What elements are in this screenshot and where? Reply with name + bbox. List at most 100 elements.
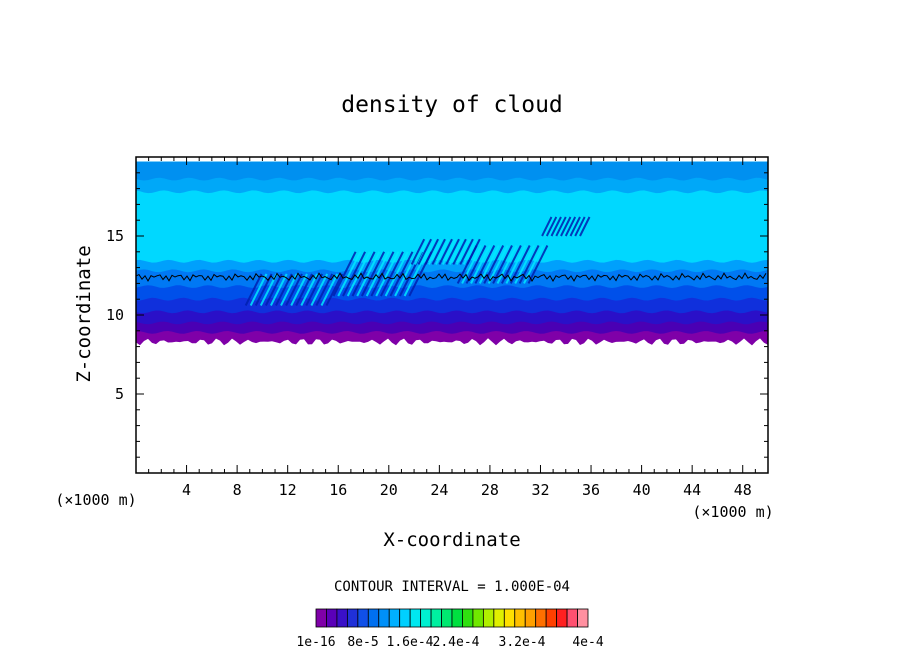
wave-stripe xyxy=(270,273,288,306)
colorbar-swatch xyxy=(326,608,338,628)
colorbar-tick-label: 4e-4 xyxy=(572,635,603,650)
contour-interval: CONTOUR INTERVAL = 1.000E-04 xyxy=(334,579,570,595)
wave-stripe xyxy=(365,251,390,297)
colorbar-swatch xyxy=(451,608,463,628)
colorbar xyxy=(315,608,589,628)
wave-stripe xyxy=(501,245,522,284)
x-tick-label: 8 xyxy=(233,481,242,499)
wave-stripe xyxy=(445,238,460,265)
wave-stripe xyxy=(346,251,371,297)
colorbar-swatch xyxy=(388,608,401,628)
colorbar-swatch xyxy=(409,608,422,628)
wave-stripe xyxy=(305,273,323,306)
colorbar-tick-label: 1.6e-4 xyxy=(387,635,434,650)
colorbar-swatch xyxy=(336,608,348,628)
wave-stripe xyxy=(428,238,443,265)
wave-stripe xyxy=(325,273,344,306)
colorbar-swatch xyxy=(367,608,380,628)
colorbar-swatch xyxy=(399,608,411,628)
colorbar-swatch xyxy=(514,608,526,628)
wave-stripe xyxy=(560,216,572,237)
wave-stripe xyxy=(462,238,478,265)
wave-stripe xyxy=(548,216,560,237)
x-tick-label: 12 xyxy=(279,481,297,499)
wave-stripe xyxy=(332,251,357,297)
wave-stripe xyxy=(543,216,555,237)
wave-stripe xyxy=(300,273,318,306)
wave-stripe xyxy=(431,238,446,265)
contour-line xyxy=(135,272,767,283)
wave-stripe xyxy=(410,238,426,265)
wave-stripe xyxy=(487,245,509,284)
wave-stripe xyxy=(466,238,481,265)
wave-stripe xyxy=(483,245,505,284)
wave-stripe xyxy=(356,251,381,297)
wave-stripe xyxy=(541,216,553,237)
wave-stripe xyxy=(459,238,474,265)
wave-stripe xyxy=(518,245,540,284)
y-axis: 5 10 15 xyxy=(106,172,768,458)
wave-stripe xyxy=(265,273,283,306)
wave-stripe xyxy=(452,238,467,265)
colorbar-swatch xyxy=(482,608,495,628)
wave-stripe xyxy=(310,273,329,306)
wave-stripe xyxy=(579,216,591,237)
colorbar-swatch xyxy=(545,608,558,628)
x-tick-label: 36 xyxy=(582,481,600,499)
wave-stripe xyxy=(492,245,513,284)
colorbar-swatch xyxy=(524,608,537,628)
wave-stripe xyxy=(361,251,385,297)
y-tick-label: 5 xyxy=(115,385,124,403)
wave-stripe xyxy=(244,273,263,306)
x-axis-label: X-coordinate xyxy=(383,529,520,551)
x-axis: 4 8 12 16 20 24 28 32 36 40 44 48 xyxy=(148,157,756,499)
x-tick-label: 48 xyxy=(734,481,752,499)
colorbar-tick-labels: 1e-16 8e-5 1.6e-4 2.4e-4 3.2e-4 4e-4 xyxy=(296,635,603,650)
wave-stripe xyxy=(414,238,429,265)
colorbar-tick-label: 1e-16 xyxy=(296,635,335,650)
wave-stripe xyxy=(470,245,491,284)
colorbar-swatch xyxy=(346,608,359,628)
colorbar-tick-label: 8e-5 xyxy=(347,635,378,650)
wave-stripe xyxy=(555,216,567,237)
colorbar-swatch xyxy=(566,608,578,628)
wave-stripe xyxy=(562,216,574,237)
wave-stripe xyxy=(438,238,453,265)
wave-stripe xyxy=(249,273,268,306)
x-tick-label: 32 xyxy=(531,481,549,499)
wave-stripe xyxy=(474,245,496,284)
wave-stripe xyxy=(569,216,581,237)
wave-stripe xyxy=(564,216,577,237)
colorbar-swatch xyxy=(357,608,369,628)
cloud-field xyxy=(136,161,768,346)
wave-stripe xyxy=(455,238,471,265)
wave-stripe xyxy=(553,216,565,237)
x-tick-label: 4 xyxy=(182,481,191,499)
wave-stripe xyxy=(435,238,450,265)
chart-title: density of cloud xyxy=(341,92,563,118)
x-tick-label: 24 xyxy=(430,481,448,499)
y-axis-label: Z-coordinate xyxy=(73,245,95,382)
wave-stripe xyxy=(421,238,436,265)
wave-stripe xyxy=(465,245,487,284)
wave-stripe xyxy=(424,238,439,265)
wave-stripe xyxy=(448,238,464,265)
wave-stripe xyxy=(441,238,457,265)
wave-stripe xyxy=(572,216,584,237)
wave-stripe xyxy=(576,216,588,237)
colorbar-swatch xyxy=(378,608,390,628)
cloud-layer xyxy=(136,161,768,181)
x-tick-label: 16 xyxy=(329,481,347,499)
wave-stripe xyxy=(384,251,409,297)
colorbar-swatch xyxy=(462,608,474,628)
wave-stripe xyxy=(280,273,298,306)
wave-stripe xyxy=(550,216,562,237)
colorbar-swatch xyxy=(535,608,547,628)
wave-stripe xyxy=(545,216,558,237)
wave-stripe xyxy=(403,251,428,297)
colorbar-swatch xyxy=(577,608,589,628)
x-tick-label: 28 xyxy=(481,481,499,499)
colorbar-tick-label: 3.2e-4 xyxy=(499,635,546,650)
x-axis-unit-left: (×1000 m) xyxy=(55,491,136,509)
